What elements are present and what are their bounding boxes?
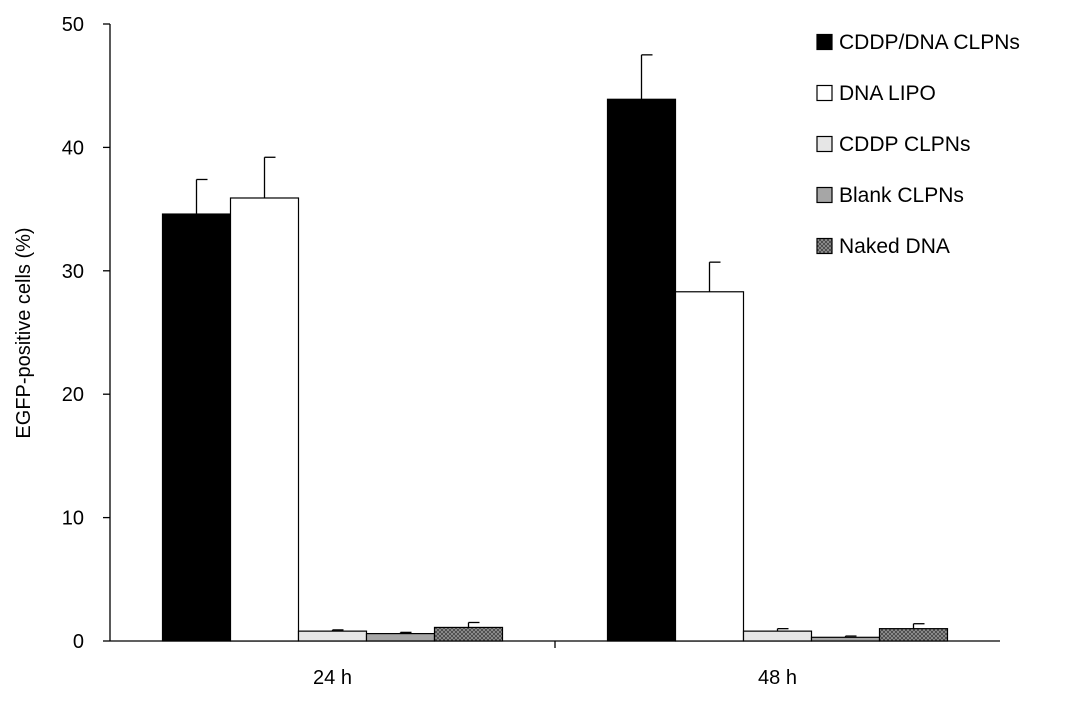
y-tick-label: 0 <box>73 631 84 653</box>
legend-label: Blank CLPNs <box>839 184 964 207</box>
legend-swatch <box>816 186 833 204</box>
y-tick-label: 20 <box>62 384 84 406</box>
bar <box>810 636 881 642</box>
legend-label: Naked DNA <box>839 235 950 258</box>
legend-label: DNA LIPO <box>839 82 936 105</box>
y-axis-label: EGFP-positive cells (%) <box>13 227 35 438</box>
bar <box>433 626 504 642</box>
bar <box>742 630 813 642</box>
bar <box>674 291 745 642</box>
legend-swatch <box>816 33 833 51</box>
bar <box>161 213 232 642</box>
legend-swatch <box>816 84 833 102</box>
bar <box>297 630 368 642</box>
bar <box>606 98 677 642</box>
y-tick-label: 10 <box>62 508 84 530</box>
bar <box>878 628 949 642</box>
y-tick-label: 50 <box>62 14 84 36</box>
plot-area: 0 10 20 30 40 50 24 h 48 h <box>62 14 1000 689</box>
legend: CDDP/DNA CLPNs DNA LIPO CDDP CLPNs Blank CL… <box>816 31 1020 258</box>
bar <box>365 632 436 642</box>
x-category-label: 48 h <box>758 667 797 689</box>
x-category-label: 24 h <box>313 667 352 689</box>
bar <box>229 197 300 642</box>
legend-swatch <box>816 135 833 153</box>
y-tick-label: 40 <box>62 137 84 159</box>
legend-label: CDDP/DNA CLPNs <box>839 31 1020 54</box>
y-tick-label: 30 <box>62 261 84 283</box>
legend-swatch <box>816 237 833 255</box>
legend-label: CDDP CLPNs <box>839 133 970 156</box>
